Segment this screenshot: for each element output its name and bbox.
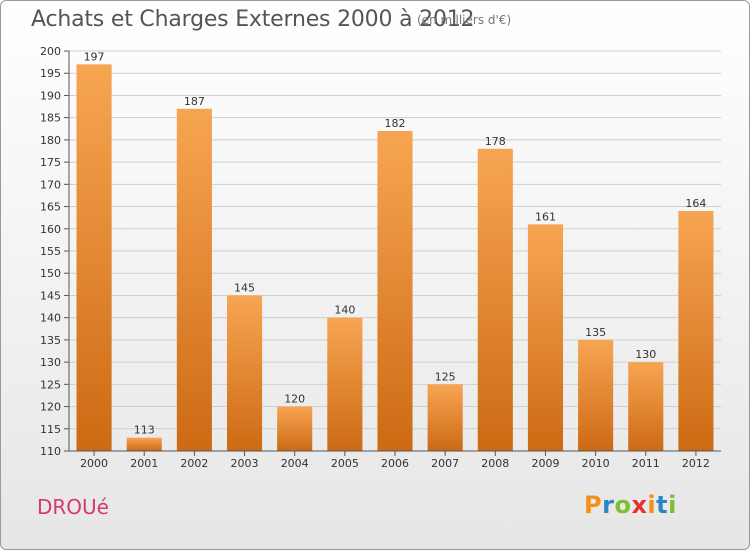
y-tick-label: 115: [40, 423, 61, 436]
y-tick-label: 190: [40, 89, 61, 102]
x-tick-label: 2007: [431, 457, 459, 470]
data-label: 135: [585, 326, 606, 339]
x-tick-label: 2004: [281, 457, 309, 470]
x-tick-label: 2005: [331, 457, 359, 470]
bar: [527, 224, 564, 451]
y-tick-label: 130: [40, 356, 61, 369]
logo-letter: o: [614, 491, 632, 519]
bar: [628, 362, 664, 451]
bar: [678, 211, 714, 451]
x-tick-label: 2001: [130, 457, 158, 470]
place-name: DROUé: [37, 495, 109, 519]
logo-letter: t: [656, 491, 669, 519]
logo-letter: r: [602, 491, 615, 519]
y-tick-label: 175: [40, 156, 61, 169]
y-tick-label: 150: [40, 267, 61, 280]
data-labels: 197 113 187 145 120 140 182 125 178 161 135 130 164: [84, 50, 707, 436]
y-tick-label: 195: [40, 67, 61, 80]
data-label: 197: [84, 50, 105, 63]
logo-letter: i: [668, 491, 677, 519]
bar: [477, 148, 513, 451]
y-tick-label: 200: [40, 45, 61, 58]
logo-letter: i: [647, 491, 657, 519]
x-tick-label: 2009: [531, 457, 559, 470]
x-tick-label: 2010: [582, 457, 610, 470]
bar: [176, 108, 212, 452]
y-tick-label: 165: [40, 201, 61, 214]
y-tick-label: 180: [40, 134, 61, 147]
x-tick-label: 2011: [632, 457, 660, 470]
y-tick-label: 170: [40, 178, 61, 191]
bar: [377, 131, 413, 451]
data-label: 178: [485, 135, 506, 148]
y-tick-label: 155: [40, 245, 61, 258]
x-tick-label: 2008: [481, 457, 509, 470]
y-tick-label: 145: [40, 289, 61, 302]
y-tick-label: 185: [40, 112, 61, 125]
data-label: 145: [234, 281, 255, 294]
bar: [76, 64, 112, 452]
x-tick-label: 2012: [682, 457, 710, 470]
logo-letter: P: [584, 491, 603, 519]
data-label: 182: [385, 117, 406, 130]
proxiti-logo: Proxiti: [584, 491, 677, 519]
y-tick-label: 160: [40, 223, 61, 236]
data-label: 187: [184, 95, 205, 108]
y-tick-label: 135: [40, 334, 61, 347]
data-label: 120: [284, 393, 305, 406]
data-label: 161: [535, 210, 556, 223]
data-label: 130: [635, 348, 656, 361]
data-label: 125: [435, 370, 456, 383]
data-label: 113: [134, 424, 155, 437]
bar: [327, 317, 363, 451]
bar: [226, 295, 263, 451]
x-tick-label: 2006: [381, 457, 409, 470]
bar: [427, 384, 463, 451]
data-label: 140: [334, 304, 355, 317]
bars: [76, 64, 714, 452]
logo-letter: x: [631, 491, 648, 519]
chart-title: Achats et Charges Externes 2000 à 2012: [31, 7, 475, 32]
y-tick-label: 110: [40, 445, 61, 458]
bar: [126, 437, 162, 451]
axes: 110 115 120 125 130 135 140 145 150 155 160 165 170 1…: [40, 45, 721, 470]
bar: [277, 406, 313, 451]
x-tick-label: 2002: [180, 457, 208, 470]
bar: [578, 339, 614, 451]
data-label: 164: [685, 197, 706, 210]
y-tick-label: 140: [40, 312, 61, 325]
x-tick-label: 2000: [80, 457, 108, 470]
chart-unit-label: (en milliers d'€): [417, 13, 512, 27]
x-tick-label: 2003: [231, 457, 259, 470]
y-tick-label: 125: [40, 378, 61, 391]
y-tick-label: 120: [40, 401, 61, 414]
